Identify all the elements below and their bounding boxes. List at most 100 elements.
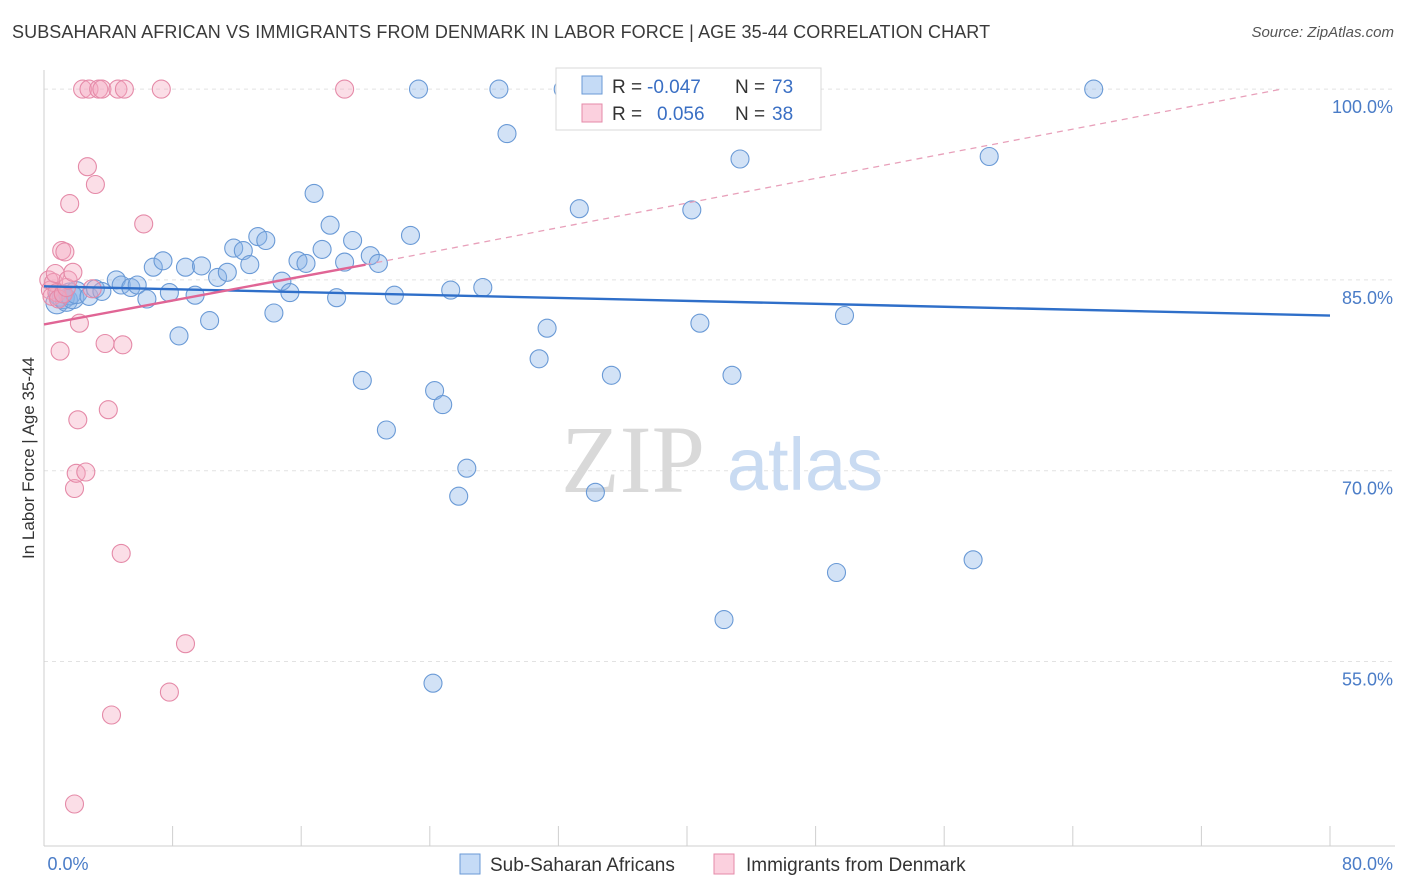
point-s0-51 [449,486,469,506]
point-s0-64 [714,610,734,630]
point-s1-36 [159,682,179,702]
axes [43,70,1395,847]
point-s1-20 [76,462,96,482]
legend-series-label-2: Immigrants from Denmark [746,855,966,876]
point-s0-23 [208,267,228,287]
point-s1-24 [85,174,105,195]
point-s0-68 [834,305,855,326]
point-s1-26 [92,79,112,99]
point-s1-32 [113,335,133,355]
point-s1-37 [175,634,196,654]
series-legend: Sub-Saharan Africans Immigrants from Den… [459,853,966,876]
point-s1-39 [64,794,85,814]
x-tick-label-0: 0.0% [47,854,88,874]
point-s1-7 [50,341,70,361]
point-s1-23 [82,279,102,299]
point-s0-40 [343,230,363,251]
point-s0-41 [352,370,372,390]
point-s0-71 [1084,79,1104,99]
point-s1-16 [66,463,86,483]
point-s0-29 [256,230,276,251]
point-s1-33 [114,79,134,99]
trend-dashed-s1 [365,88,1282,266]
point-s0-18 [169,326,189,346]
legend-r-label-2: R = [612,104,642,125]
point-s0-66 [730,149,750,169]
point-s1-31 [111,543,131,563]
point-s0-53 [473,277,493,298]
point-s1-30 [108,79,128,99]
point-s1-38 [335,79,355,99]
point-s0-54 [489,79,509,99]
point-s0-15 [143,257,163,277]
source-label: Source: ZipAtlas.com [1251,24,1394,41]
point-s0-22 [200,311,220,331]
point-s0-16 [153,251,173,271]
y-tick-label-2: 70.0% [1342,479,1393,499]
point-s1-35 [151,79,171,99]
point-s0-55 [497,124,517,144]
stats-legend: R = -0.047 N = 73 R = 0.056 N = 38 [555,67,822,131]
watermark-atlas: atlas [727,423,883,506]
point-s1-15 [64,478,85,499]
legend-series-label-1: Sub-Saharan Africans [490,855,675,876]
point-s0-61 [601,365,621,385]
point-s0-42 [360,246,380,266]
trend-line-s0 [43,285,1331,317]
point-s0-44 [376,420,396,440]
point-s0-19 [175,257,196,277]
y-tick-label-0: 100.0% [1332,97,1393,117]
watermark: ZIP atlas [561,406,883,513]
x-tick-label-1: 80.0% [1342,854,1393,874]
y-tick-label-1: 85.0% [1342,288,1393,308]
point-s0-57 [537,318,557,338]
point-s0-62 [682,200,702,220]
point-s0-34 [296,253,316,273]
point-s0-72 [423,673,443,693]
chart-title: SUBSAHARAN AFRICAN VS IMMIGRANTS FROM DE… [12,22,991,42]
point-s1-28 [98,400,118,420]
point-s0-59 [569,199,589,219]
point-s1-27 [95,333,115,354]
point-s0-24 [217,262,237,282]
point-s0-56 [529,349,549,369]
data-points [39,79,1104,814]
trend-lines [43,88,1331,326]
point-s1-10 [55,242,75,262]
point-s0-52 [457,458,477,478]
point-s1-19 [73,79,93,99]
point-s0-67 [826,562,847,583]
point-s0-69 [963,550,983,570]
x-tick-labels: 0.0% 80.0% [47,854,1393,874]
point-s1-17 [68,410,88,430]
point-s0-49 [433,395,453,415]
point-s0-46 [400,225,421,245]
point-s0-26 [233,241,253,261]
legend-r-value-1: -0.047 [647,77,701,98]
y-tick-label-3: 55.0% [1342,670,1393,690]
point-s0-43 [368,253,388,273]
point-s1-13 [60,194,80,214]
point-s1-21 [77,157,97,177]
point-s0-70 [979,146,999,167]
legend-n-value-1: 73 [772,77,793,98]
watermark-zip: ZIP [561,406,705,513]
legend-r-label-1: R = [612,77,642,98]
point-s0-60 [585,482,605,502]
point-s0-33 [288,251,308,271]
point-s0-36 [312,239,332,259]
point-s1-5 [47,283,67,303]
point-s0-27 [240,255,260,275]
point-s0-63 [690,313,710,333]
point-s1-14 [63,262,83,282]
point-s1-34 [134,214,154,234]
y-tick-labels: 100.0% 85.0% 70.0% 55.0% [1332,97,1393,689]
point-s0-30 [264,303,284,323]
point-s0-21 [191,256,212,276]
legend-n-label-2: N = [735,104,765,125]
legend-series-swatch-2 [713,853,735,875]
grid-lines [44,88,1395,663]
point-s0-38 [327,288,347,308]
trend-line-s1 [43,263,366,326]
